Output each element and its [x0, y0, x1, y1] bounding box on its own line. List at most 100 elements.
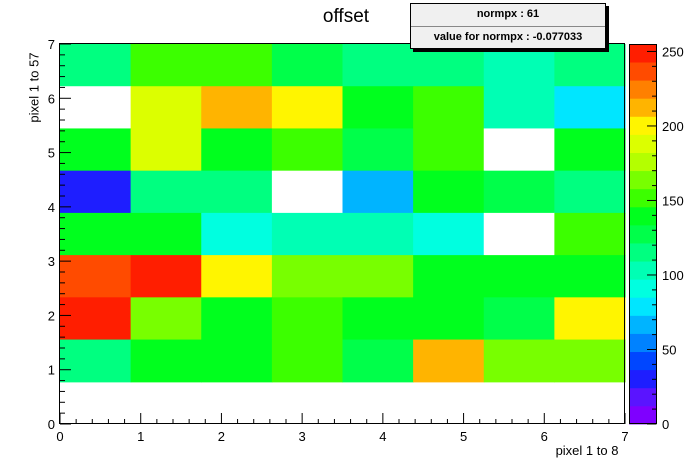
- heatmap-cell: [271, 170, 344, 214]
- heatmap-cell: [271, 86, 344, 130]
- stats-separator: [411, 26, 605, 27]
- heatmap-cell: [130, 339, 202, 383]
- y-tick-label: 6: [48, 91, 55, 106]
- heatmap-cell: [201, 86, 273, 130]
- heatmap-cell: [554, 297, 626, 341]
- stats-name-line: normpx : 61: [476, 8, 540, 20]
- palette-swatch: [629, 116, 656, 135]
- heatmap-cell: [60, 339, 132, 383]
- heatmap-cell: [271, 212, 344, 256]
- heatmap-cell: [413, 255, 485, 298]
- heatmap-cell: [130, 212, 202, 256]
- x-tick-label: 1: [137, 429, 144, 444]
- heatmap-cell: [483, 44, 555, 87]
- stats-box: normpx : 61 value for normpx : -0.077033: [410, 3, 606, 49]
- palette-swatch: [629, 387, 656, 407]
- heatmap-cell: [201, 44, 273, 87]
- heatmap-cell: [201, 212, 273, 256]
- palette-swatch: [629, 315, 656, 334]
- palette-swatch: [629, 405, 656, 425]
- heatmap-cell: [554, 86, 626, 130]
- palette-swatch: [629, 62, 656, 81]
- heatmap-cell: [554, 128, 626, 172]
- heatmap-cell: [483, 297, 555, 341]
- heatmap-cell: [483, 128, 555, 172]
- heatmap-cell: [342, 128, 414, 172]
- x-tick-label: 2: [218, 429, 225, 444]
- x-tick-label: 4: [379, 429, 386, 444]
- x-axis-label: pixel 1 to 8: [555, 443, 619, 458]
- palette-swatch: [629, 44, 656, 63]
- x-tick-label: 6: [541, 429, 548, 444]
- palette-swatch: [629, 134, 656, 153]
- heatmap-cell: [201, 339, 273, 383]
- heatmap-cell: [271, 339, 344, 383]
- palette-swatch: [629, 243, 656, 262]
- heatmap-cell: [271, 128, 344, 172]
- heatmap-cell: [554, 170, 626, 214]
- heatmap-cell: [130, 297, 202, 341]
- x-tick-label: 7: [621, 429, 628, 444]
- heatmap-cell: [201, 297, 273, 341]
- y-axis-label: pixel 1 to 57: [26, 52, 42, 123]
- heatmap-cell: [342, 255, 414, 298]
- heatmap-cell: [554, 255, 626, 298]
- heatmap-cell: [342, 297, 414, 341]
- palette-swatch: [629, 206, 656, 226]
- heatmap-cell: [554, 44, 626, 87]
- palette-tick-label: 200: [662, 119, 684, 134]
- y-tick-label: 3: [48, 254, 55, 269]
- heatmap-cell: [130, 255, 202, 298]
- palette-swatch: [629, 333, 656, 353]
- palette-swatch: [629, 297, 656, 316]
- palette-swatch: [629, 80, 656, 99]
- y-tick-label: 1: [48, 363, 55, 378]
- chart-title: offset: [322, 6, 370, 27]
- heatmap-cell: [483, 86, 555, 130]
- heatmap-cell: [413, 212, 485, 256]
- heatmap-cell: [342, 339, 414, 383]
- heatmap-cell: [413, 339, 485, 383]
- heatmap-cell: [413, 128, 485, 172]
- heatmap-cell: [342, 86, 414, 130]
- heatmap-cell: [201, 255, 273, 298]
- heatmap-cell: [60, 297, 132, 341]
- heatmap-cell: [130, 170, 202, 214]
- heatmap-cell: [271, 44, 344, 87]
- heatmap-cell: [271, 297, 344, 341]
- heatmap-cell: [554, 339, 626, 383]
- palette-tick-label: 0: [662, 417, 669, 432]
- heatmap-cell: [201, 170, 273, 214]
- heatmap-cell: [60, 212, 132, 256]
- stats-value-line: value for normpx : -0.077033: [433, 31, 583, 43]
- palette-swatch: [629, 351, 656, 371]
- y-tick-label: 5: [48, 146, 55, 161]
- palette-swatch: [629, 170, 656, 190]
- heatmap-cell: [60, 128, 132, 172]
- plot-frame: [59, 43, 625, 424]
- heatmap-cell: [483, 170, 555, 214]
- x-tick-label: 5: [460, 429, 467, 444]
- palette-swatch: [629, 152, 656, 172]
- heatmap-cell: [271, 255, 344, 298]
- heatmap-cell: [60, 255, 132, 298]
- heatmap-cell: [342, 170, 414, 214]
- palette-swatch: [629, 261, 656, 280]
- heatmap-cell: [60, 86, 132, 130]
- heatmap-cell: [483, 339, 555, 383]
- heatmap-cell: [130, 86, 202, 130]
- palette-swatch: [629, 98, 656, 117]
- palette-tick-label: 50: [662, 342, 676, 357]
- heatmap-cell: [130, 44, 202, 87]
- heatmap-cell: [483, 212, 555, 256]
- palette-swatch: [629, 188, 656, 208]
- heatmap-cell: [413, 170, 485, 214]
- heatmap-cell: [60, 44, 132, 87]
- heatmap-cell: [342, 212, 414, 256]
- heatmap-cell: [201, 128, 273, 172]
- palette-tick-label: 100: [662, 268, 684, 283]
- y-tick-label: 0: [48, 417, 55, 432]
- y-tick-label: 4: [48, 200, 55, 215]
- palette-swatch: [629, 369, 656, 389]
